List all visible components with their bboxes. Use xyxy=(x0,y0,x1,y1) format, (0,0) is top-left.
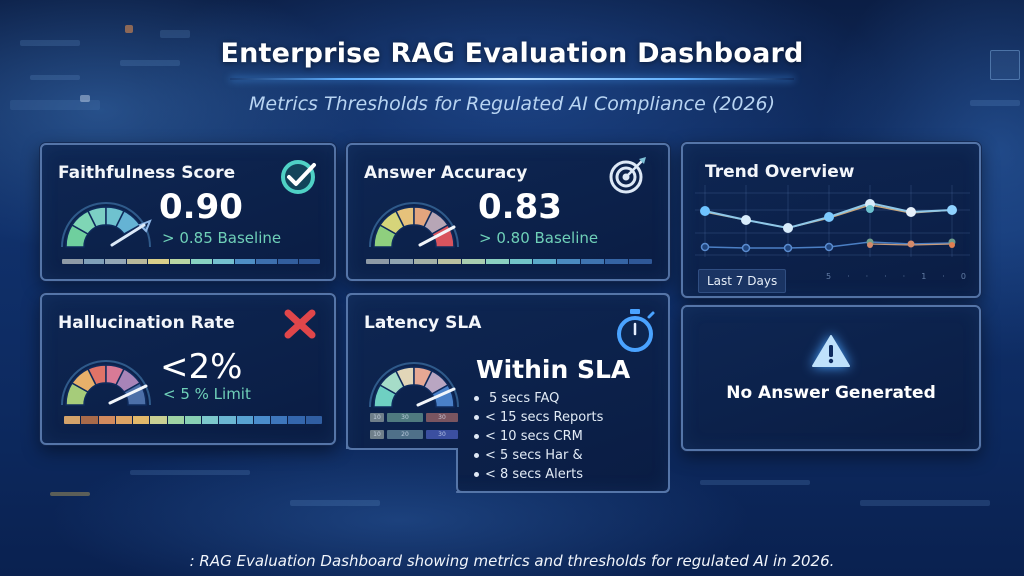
page-title: Enterprise RAG Evaluation Dashboard xyxy=(220,38,804,69)
latency-chip: 10 xyxy=(370,413,384,422)
panel-title: Hallucination Rate xyxy=(58,313,235,333)
panel-title: Answer Accuracy xyxy=(364,163,528,183)
accuracy-value: 0.83 xyxy=(478,187,562,227)
latency-chip: 20 xyxy=(387,430,423,439)
latency-chips-row-1: 10 30 30 xyxy=(370,413,458,422)
sla-item: < 10 secs CRM xyxy=(474,427,603,446)
panel-title: Trend Overview xyxy=(705,162,855,182)
latency-chip: 30 xyxy=(426,413,458,422)
stopwatch-icon xyxy=(614,307,658,357)
sla-item: < 15 secs Reports xyxy=(474,408,603,427)
latency-gauge xyxy=(369,362,459,408)
sla-item: < 5 secs Har & xyxy=(474,446,603,465)
title-divider xyxy=(230,78,794,80)
hallucination-rate-panel: Hallucination Rate <2% < 5 % Limit xyxy=(40,293,336,445)
no-answer-message: No Answer Generated xyxy=(726,383,936,403)
accuracy-strip xyxy=(366,259,652,264)
faithfulness-threshold: > 0.85 Baseline xyxy=(162,229,282,247)
trend-chart xyxy=(695,185,970,257)
panel-title: Faithfulness Score xyxy=(58,163,236,183)
faithfulness-strip xyxy=(62,259,320,264)
axis-tick: · xyxy=(942,272,945,281)
accuracy-threshold: > 0.80 Baseline xyxy=(479,229,599,247)
answer-accuracy-panel: Answer Accuracy 0.83 > 0.80 Baseline xyxy=(346,143,670,281)
accuracy-gauge xyxy=(369,202,459,248)
latency-chip: 30 xyxy=(387,413,423,422)
axis-tick: · xyxy=(847,272,850,281)
axis-tick: 5 xyxy=(826,272,832,281)
latency-chips-row-2: 10 20 30 xyxy=(370,430,458,439)
latency-status: Within SLA xyxy=(476,355,631,384)
sla-item: 5 secs FAQ xyxy=(474,389,603,408)
sla-target-list: 5 secs FAQ < 15 secs Reports < 10 secs C… xyxy=(474,389,603,484)
latency-chip: 10 xyxy=(370,430,384,439)
sla-item: < 8 secs Alerts xyxy=(474,465,603,484)
no-answer-panel xyxy=(681,305,981,451)
hallucination-value: <2% xyxy=(160,347,243,387)
axis-tick: 0 xyxy=(960,272,966,281)
hallucination-threshold: < 5 % Limit xyxy=(163,385,251,403)
faithfulness-value: 0.90 xyxy=(159,187,243,227)
x-mark-icon xyxy=(284,309,316,343)
warning-triangle-icon xyxy=(811,334,851,372)
latency-chip: 30 xyxy=(426,430,458,439)
hallucination-gauge xyxy=(61,360,151,406)
panel-title: Latency SLA xyxy=(364,313,482,333)
figure-caption: : RAG Evaluation Dashboard showing metri… xyxy=(189,552,835,570)
trend-x-axis: 5 · · · · 1 · 0 xyxy=(826,272,966,281)
target-icon xyxy=(606,155,650,199)
check-circle-icon xyxy=(278,159,322,199)
axis-tick: 1 xyxy=(921,272,927,281)
faithfulness-gauge xyxy=(61,202,152,248)
page-subtitle: Metrics Thresholds for Regulated AI Comp… xyxy=(248,93,776,115)
date-range-selector[interactable]: Last 7 Days xyxy=(698,269,786,293)
axis-tick: · xyxy=(865,272,869,281)
hallucination-strip xyxy=(64,416,322,424)
faithfulness-panel: Faithfulness Score 0.90 > 0.85 Baseline xyxy=(40,143,336,281)
axis-tick: · xyxy=(884,272,887,281)
axis-tick: · xyxy=(902,272,906,281)
